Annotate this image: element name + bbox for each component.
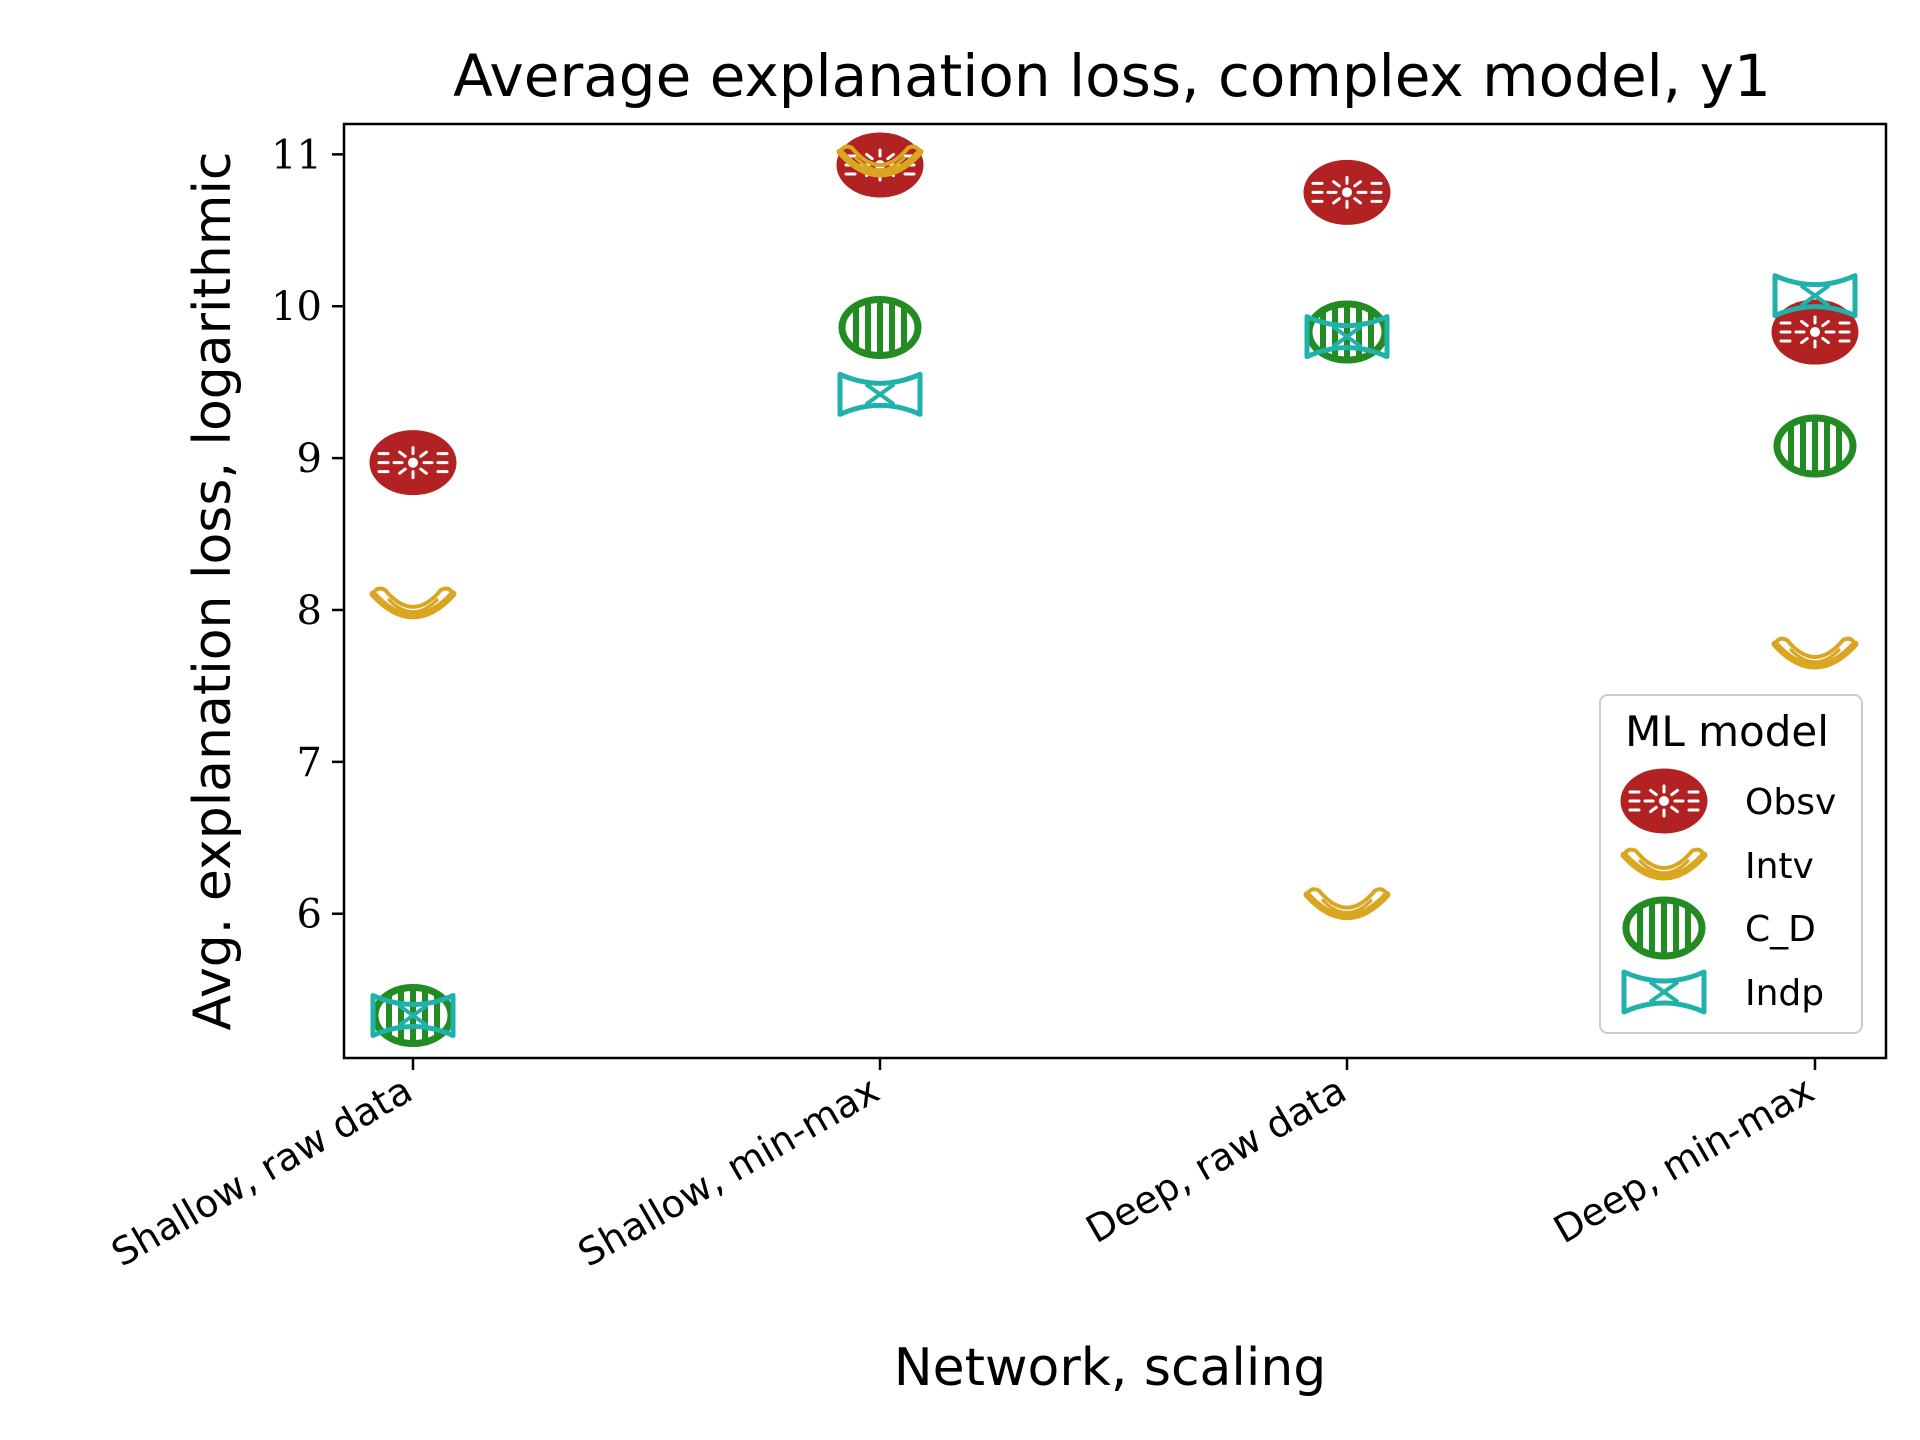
- data-point-indp: [370, 992, 456, 1038]
- plot-area: [342, 122, 1888, 1060]
- x-tick-label: Shallow, raw data: [104, 1068, 419, 1275]
- y-tick-label: 7: [297, 740, 322, 786]
- x-tick-label: Deep, raw data: [1079, 1068, 1354, 1252]
- legend-item: Intv: [1620, 846, 1814, 887]
- y-tick-label: 11: [271, 132, 322, 178]
- legend-label: Indp: [1745, 973, 1824, 1014]
- y-axis: 6 7 8 9 10 11: [271, 132, 344, 938]
- data-point-indp: [1304, 314, 1390, 360]
- data-point-intv: [369, 586, 457, 620]
- data-point-c-d: [838, 296, 922, 360]
- data-point-obsv: [1771, 299, 1859, 365]
- data-point-obsv: [369, 430, 457, 496]
- legend-item: C_D: [1622, 896, 1816, 960]
- legend-label: Obsv: [1745, 782, 1836, 823]
- data-point-intv: [1771, 636, 1859, 670]
- legend-items: Obsv Intv C_D Indp: [1620, 768, 1836, 1015]
- y-tick-label: 10: [271, 284, 322, 330]
- farfalle-pasta-icon: [1621, 969, 1707, 1015]
- chart-title: Average explanation loss, complex model,…: [453, 42, 1771, 110]
- data-point-intv: [836, 144, 924, 178]
- data-point-intv: [1303, 887, 1391, 920]
- x-tick-label: Deep, min-max: [1546, 1068, 1821, 1252]
- data-point-indp: [837, 371, 923, 417]
- legend-label: C_D: [1745, 909, 1816, 950]
- rigatoni-pasta-icon: [1622, 896, 1706, 960]
- data-markers: [369, 132, 1859, 1047]
- y-tick-label: 6: [297, 892, 322, 938]
- legend-label: Intv: [1745, 846, 1814, 887]
- y-axis-label: Avg. explanation loss, logarithmic: [183, 152, 243, 1031]
- y-tick-label: 8: [297, 588, 322, 634]
- x-tick-label: Shallow, min-max: [571, 1068, 887, 1276]
- x-axis-label: Network, scaling: [894, 1338, 1327, 1398]
- data-point-c-d: [1773, 414, 1857, 478]
- legend-item: Obsv: [1620, 768, 1836, 834]
- y-tick-label: 9: [297, 436, 322, 482]
- legend-item: Indp: [1621, 969, 1824, 1015]
- x-axis: Shallow, raw data Shallow, min-max Deep, r…: [104, 1058, 1822, 1276]
- data-point-indp: [1772, 273, 1858, 319]
- legend-title: ML model: [1625, 707, 1829, 756]
- rotelle-pasta-icon: [1620, 768, 1708, 834]
- legend: ML model Obsv Intv C_D Indp: [1599, 694, 1863, 1034]
- data-point-obsv: [1303, 159, 1391, 225]
- macaroni-pasta-icon: [1620, 847, 1708, 881]
